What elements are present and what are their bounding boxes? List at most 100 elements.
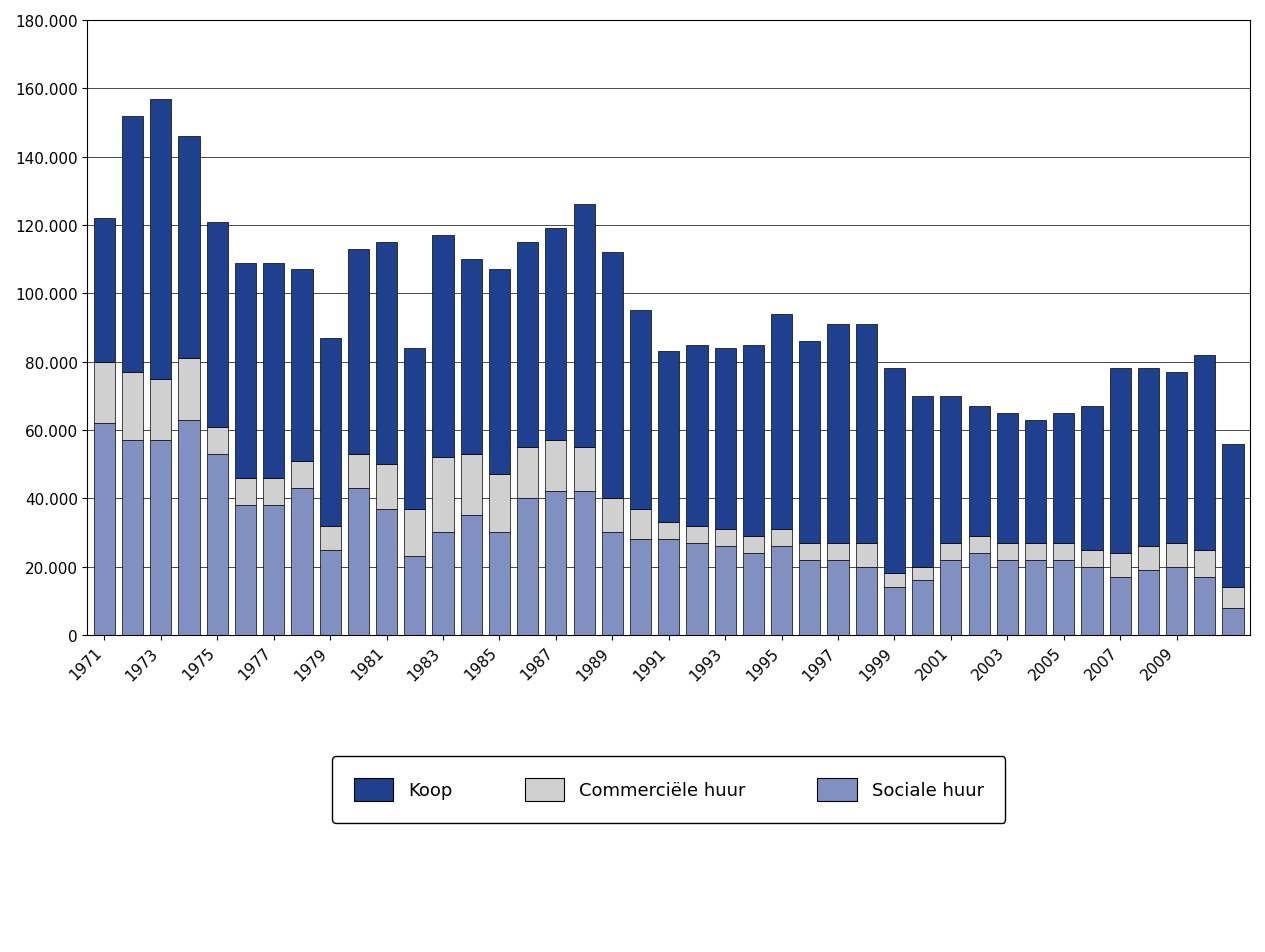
Bar <box>1109 369 1131 553</box>
Bar <box>94 363 115 424</box>
Bar <box>573 447 595 492</box>
Bar <box>1222 445 1243 587</box>
Bar <box>263 478 285 506</box>
Bar <box>291 488 312 635</box>
Bar <box>827 560 849 635</box>
Bar <box>1137 570 1159 635</box>
Bar <box>997 413 1018 544</box>
Bar <box>969 536 989 553</box>
Bar <box>320 526 340 550</box>
Bar <box>235 264 256 478</box>
Bar <box>320 338 340 526</box>
Bar <box>1054 560 1074 635</box>
Bar <box>602 499 622 533</box>
Bar <box>121 116 143 372</box>
Bar <box>1025 560 1046 635</box>
Bar <box>1166 372 1188 544</box>
Bar <box>263 264 285 478</box>
Bar <box>488 533 510 635</box>
Bar <box>235 506 256 635</box>
Bar <box>799 544 821 560</box>
Bar <box>1082 567 1103 635</box>
Bar <box>178 420 200 635</box>
Bar <box>94 424 115 635</box>
Bar <box>488 475 510 533</box>
Bar <box>630 540 651 635</box>
Bar <box>433 533 454 635</box>
Bar <box>1166 544 1188 567</box>
Bar <box>263 506 285 635</box>
Bar <box>997 544 1018 560</box>
Bar <box>1054 413 1074 544</box>
Bar <box>573 492 595 635</box>
Bar <box>658 352 679 523</box>
Bar <box>799 560 821 635</box>
Bar <box>405 509 425 557</box>
Bar <box>855 544 877 567</box>
Bar <box>206 454 228 635</box>
Bar <box>743 346 764 536</box>
Bar <box>206 427 228 454</box>
Bar <box>121 441 143 635</box>
Bar <box>884 587 904 635</box>
Bar <box>884 369 904 574</box>
Bar <box>1109 553 1131 577</box>
Bar <box>121 372 143 441</box>
Bar <box>1194 550 1216 577</box>
Bar <box>376 243 397 465</box>
Legend: Koop, Commerciële huur, Sociale huur: Koop, Commerciële huur, Sociale huur <box>333 757 1006 823</box>
Bar <box>291 461 312 488</box>
Bar <box>291 270 312 461</box>
Bar <box>1025 544 1046 560</box>
Bar <box>630 311 651 509</box>
Bar <box>460 260 482 454</box>
Bar <box>545 492 567 635</box>
Bar <box>376 465 397 509</box>
Bar <box>545 229 567 441</box>
Bar <box>743 536 764 553</box>
Bar <box>348 454 369 488</box>
Bar <box>433 458 454 533</box>
Bar <box>1194 577 1216 635</box>
Bar <box>715 546 736 635</box>
Bar <box>827 544 849 560</box>
Bar <box>517 499 538 635</box>
Bar <box>1082 407 1103 550</box>
Bar <box>488 270 510 475</box>
Bar <box>1166 567 1188 635</box>
Bar <box>1082 550 1103 567</box>
Bar <box>178 359 200 420</box>
Bar <box>940 544 961 560</box>
Bar <box>799 342 821 544</box>
Bar <box>573 206 595 447</box>
Bar <box>405 557 425 635</box>
Bar <box>348 249 369 454</box>
Bar <box>912 581 934 635</box>
Bar <box>602 533 622 635</box>
Bar <box>1222 587 1243 608</box>
Bar <box>658 523 679 540</box>
Bar <box>602 253 622 499</box>
Bar <box>517 447 538 499</box>
Bar <box>687 346 707 526</box>
Bar <box>94 219 115 363</box>
Bar <box>1137 369 1159 546</box>
Bar <box>715 348 736 529</box>
Bar <box>517 243 538 447</box>
Bar <box>1054 544 1074 560</box>
Bar <box>206 223 228 427</box>
Bar <box>460 516 482 635</box>
Bar <box>1025 420 1046 544</box>
Bar <box>997 560 1018 635</box>
Bar <box>855 325 877 544</box>
Bar <box>772 546 792 635</box>
Bar <box>1194 355 1216 550</box>
Bar <box>884 574 904 587</box>
Bar <box>687 526 707 544</box>
Bar <box>772 529 792 546</box>
Bar <box>912 396 934 567</box>
Bar <box>235 478 256 506</box>
Bar <box>151 441 172 635</box>
Bar <box>658 540 679 635</box>
Bar <box>460 454 482 516</box>
